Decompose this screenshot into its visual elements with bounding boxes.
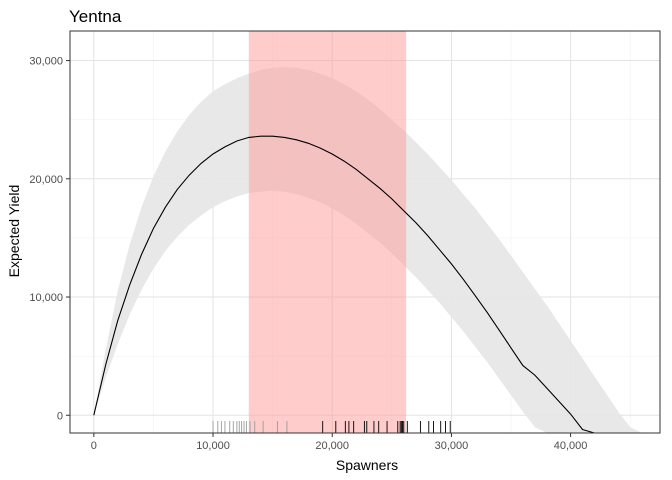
yield-curve-layer bbox=[93, 135, 595, 434]
x-tick-label: 40,000 bbox=[554, 440, 588, 452]
y-tick-label: 30,000 bbox=[29, 56, 63, 68]
y-tick-label: 10,000 bbox=[29, 292, 63, 304]
confidence-band-layer bbox=[93, 67, 652, 433]
rug-layer bbox=[212, 421, 451, 433]
goal-range-rect bbox=[248, 31, 407, 433]
confidence-band bbox=[93, 67, 652, 433]
chart-title: Yentna bbox=[69, 7, 122, 26]
x-axis-title: Spawners bbox=[336, 457, 398, 473]
goal-range-layer bbox=[248, 31, 407, 433]
panel-border bbox=[69, 30, 661, 434]
x-tick-label: 10,000 bbox=[196, 440, 230, 452]
x-axis-ticks: 0 10,000 20,000 30,000 40,000 bbox=[91, 433, 588, 452]
x-tick-label: 20,000 bbox=[315, 440, 349, 452]
y-tick-label: 0 bbox=[57, 410, 63, 422]
yield-curve bbox=[93, 135, 595, 434]
y-axis-ticks: 0 10,000 20,000 30,000 bbox=[29, 56, 70, 422]
y-tick-label: 20,000 bbox=[29, 174, 63, 186]
x-tick-label: 0 bbox=[91, 440, 97, 452]
y-axis-title: Expected Yield bbox=[6, 185, 22, 278]
x-tick-label: 30,000 bbox=[435, 440, 469, 452]
